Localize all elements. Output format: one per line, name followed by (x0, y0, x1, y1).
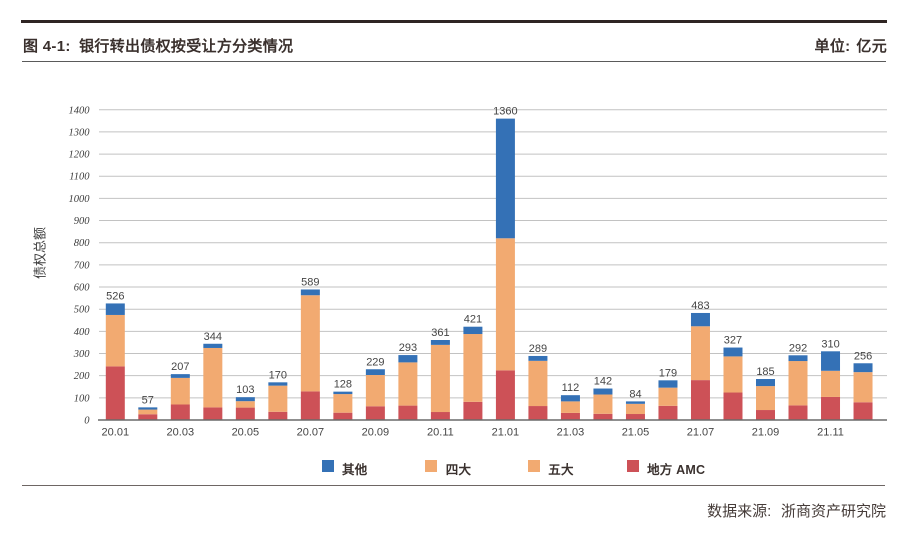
svg-text:800: 800 (74, 238, 91, 249)
svg-text:128: 128 (334, 379, 352, 391)
svg-text:400: 400 (74, 327, 91, 338)
svg-text:0: 0 (84, 416, 90, 427)
svg-text:1360: 1360 (493, 106, 517, 118)
svg-text:100: 100 (74, 393, 91, 404)
svg-text:483: 483 (691, 300, 709, 312)
svg-text:21.09: 21.09 (752, 427, 780, 439)
svg-text:200: 200 (74, 371, 91, 382)
svg-text:589: 589 (301, 276, 319, 288)
svg-text:20.07: 20.07 (297, 427, 325, 439)
svg-text:500: 500 (74, 305, 91, 316)
svg-text:327: 327 (724, 335, 742, 347)
svg-text:20.05: 20.05 (232, 427, 260, 439)
svg-text:179: 179 (659, 367, 677, 379)
svg-text:300: 300 (73, 349, 91, 360)
svg-text:21.03: 21.03 (557, 427, 585, 439)
svg-text:142: 142 (594, 376, 612, 388)
svg-text:112: 112 (562, 382, 580, 394)
svg-text:21.05: 21.05 (622, 427, 650, 439)
svg-text:310: 310 (821, 338, 839, 350)
svg-text:207: 207 (171, 361, 189, 373)
svg-text:1000: 1000 (69, 194, 91, 205)
svg-text:21.01: 21.01 (492, 427, 520, 439)
svg-text:600: 600 (74, 283, 91, 294)
svg-text:1200: 1200 (69, 150, 91, 161)
svg-text:900: 900 (74, 216, 91, 227)
svg-text:256: 256 (854, 350, 872, 362)
svg-text:526: 526 (106, 290, 124, 302)
svg-text:20.11: 20.11 (427, 427, 454, 439)
svg-text:700: 700 (74, 260, 91, 271)
svg-text:292: 292 (789, 342, 807, 354)
svg-text:361: 361 (431, 327, 449, 339)
svg-text:421: 421 (464, 314, 482, 326)
svg-text:57: 57 (142, 394, 154, 406)
svg-text:103: 103 (236, 384, 254, 396)
svg-text:185: 185 (756, 366, 774, 378)
svg-text:20.03: 20.03 (167, 427, 195, 439)
svg-text:20.09: 20.09 (362, 427, 390, 439)
svg-text:1300: 1300 (69, 127, 91, 138)
svg-text:344: 344 (204, 331, 222, 343)
svg-text:1400: 1400 (69, 105, 91, 116)
svg-text:293: 293 (399, 342, 417, 354)
svg-text:21.07: 21.07 (687, 427, 715, 439)
svg-text:20.01: 20.01 (102, 427, 130, 439)
svg-text:21.11: 21.11 (817, 427, 844, 439)
svg-text:170: 170 (269, 369, 287, 381)
svg-text:229: 229 (366, 356, 384, 368)
svg-text:1100: 1100 (69, 172, 90, 183)
svg-text:289: 289 (529, 343, 547, 355)
svg-text:84: 84 (629, 388, 641, 400)
